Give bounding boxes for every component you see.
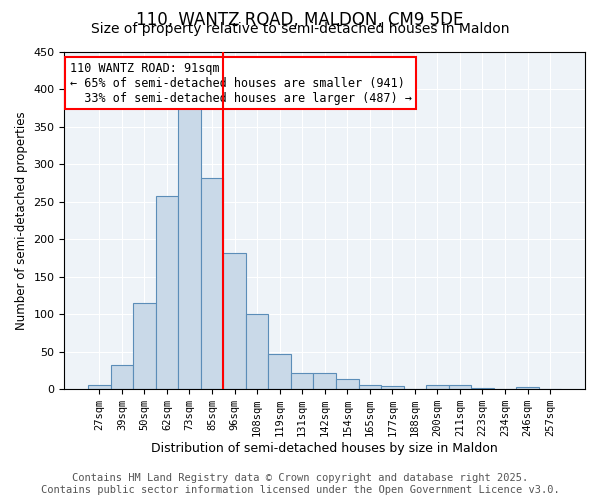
Bar [246, 314, 268, 389]
Bar [88, 384, 110, 389]
Bar [426, 384, 449, 389]
Y-axis label: Number of semi-detached properties: Number of semi-detached properties [15, 111, 28, 330]
Bar [449, 384, 471, 389]
Bar [223, 254, 246, 389]
Bar [178, 108, 201, 389]
X-axis label: Distribution of semi-detached houses by size in Maldon: Distribution of semi-detached houses by … [151, 442, 498, 455]
Bar [471, 388, 494, 389]
Bar [110, 365, 133, 389]
Bar [291, 374, 313, 389]
Text: 110 WANTZ ROAD: 91sqm
← 65% of semi-detached houses are smaller (941)
  33% of s: 110 WANTZ ROAD: 91sqm ← 65% of semi-deta… [70, 62, 412, 104]
Bar [381, 386, 404, 389]
Bar [201, 178, 223, 389]
Bar [268, 354, 291, 389]
Bar [155, 196, 178, 389]
Text: 110, WANTZ ROAD, MALDON, CM9 5DE: 110, WANTZ ROAD, MALDON, CM9 5DE [136, 11, 464, 29]
Bar [133, 303, 155, 389]
Bar [313, 374, 336, 389]
Text: Size of property relative to semi-detached houses in Maldon: Size of property relative to semi-detach… [91, 22, 509, 36]
Bar [359, 384, 381, 389]
Bar [516, 387, 539, 389]
Text: Contains HM Land Registry data © Crown copyright and database right 2025.
Contai: Contains HM Land Registry data © Crown c… [41, 474, 559, 495]
Bar [336, 380, 359, 389]
